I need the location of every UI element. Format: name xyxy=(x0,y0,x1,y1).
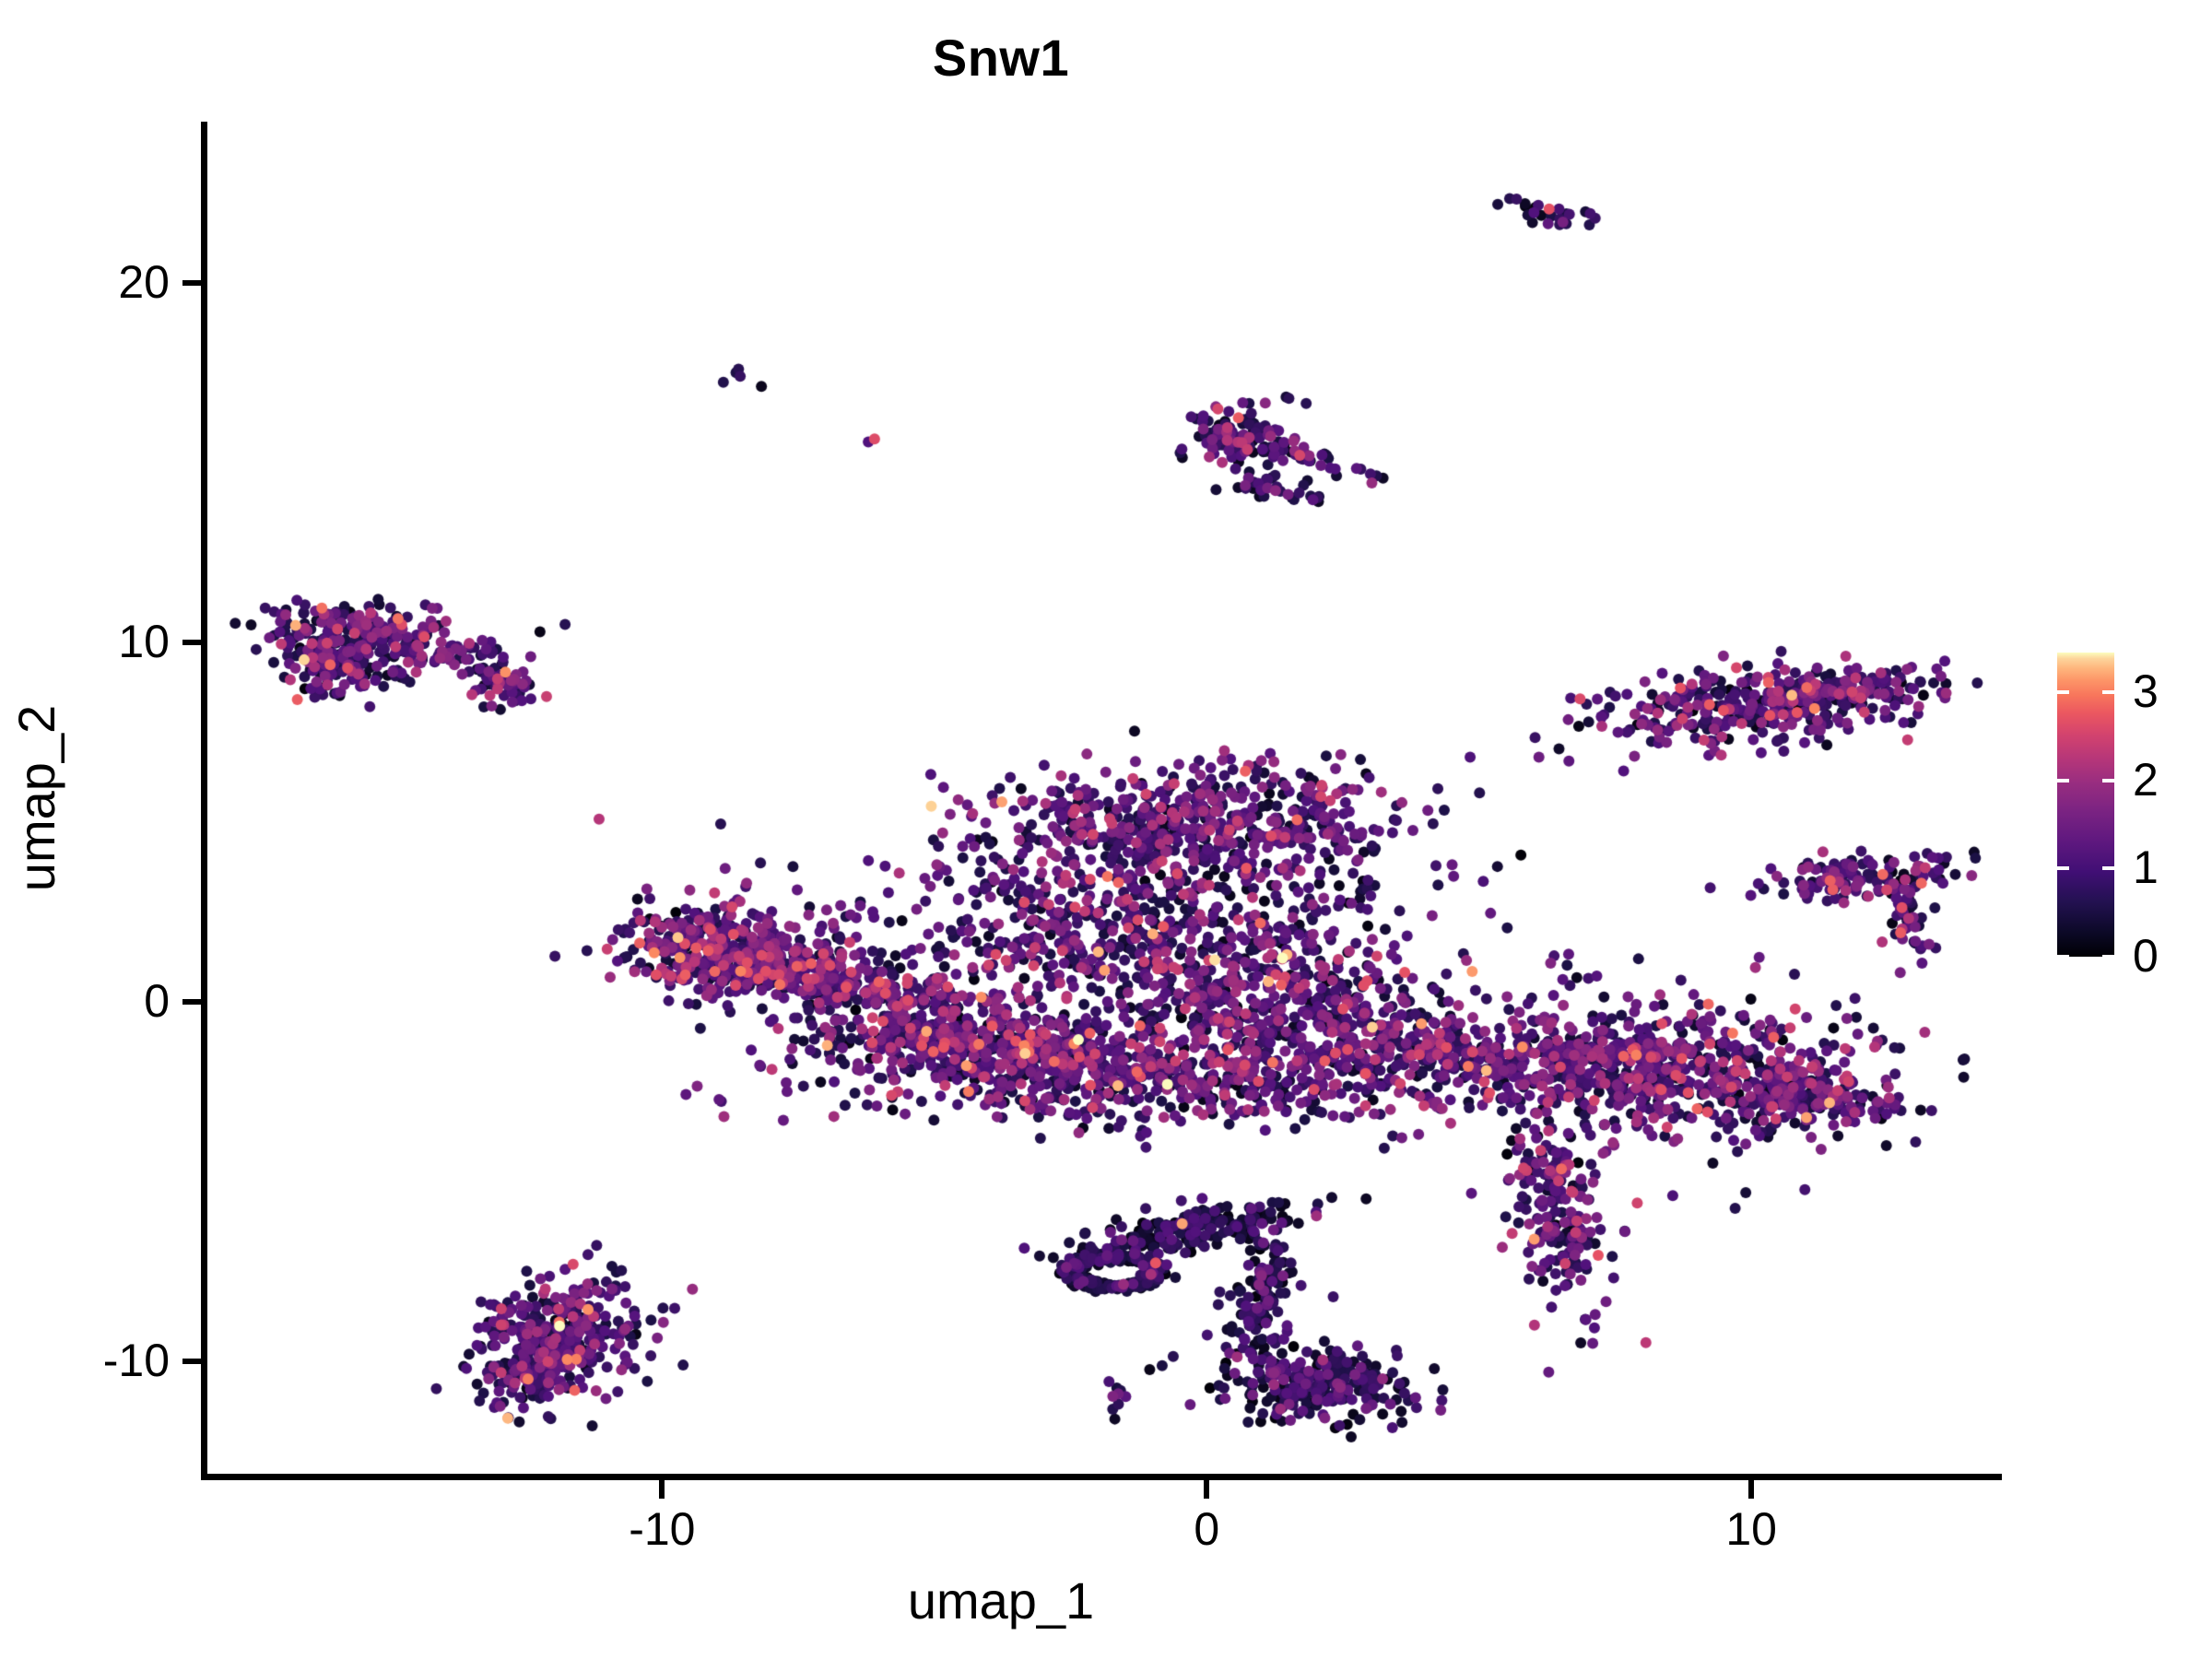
page-title: Snw1 xyxy=(932,29,1070,87)
x-tick-mark xyxy=(1204,1480,1210,1499)
y-axis-title: umap_2 xyxy=(7,704,65,892)
x-axis-title: umap_1 xyxy=(907,1571,1095,1630)
y-tick-label: 20 xyxy=(118,256,170,309)
colorbar-tick-label: 3 xyxy=(2133,665,2159,718)
y-tick-mark xyxy=(182,1359,201,1365)
y-tick-label: -10 xyxy=(102,1335,170,1387)
y-tick-mark xyxy=(182,280,201,287)
x-tick-label: 10 xyxy=(1725,1503,1777,1555)
x-tick-label: -10 xyxy=(629,1503,696,1555)
colorbar-tick-label: 1 xyxy=(2133,841,2159,894)
x-tick-mark xyxy=(1748,1480,1755,1499)
umap-scatter-canvas xyxy=(205,122,2002,1477)
y-tick-mark xyxy=(182,640,201,646)
colorbar-legend: 3 2 1 0 xyxy=(2057,653,2205,979)
y-tick-mark xyxy=(182,999,201,1006)
colorbar-tick-label: 0 xyxy=(2133,930,2159,982)
colorbar-tick-label: 2 xyxy=(2133,753,2159,806)
x-axis-line xyxy=(201,1474,2002,1480)
y-tick-label: 0 xyxy=(144,975,170,1028)
y-axis-line xyxy=(201,122,207,1480)
colorbar-gradient xyxy=(2057,653,2114,957)
x-tick-label: 0 xyxy=(1194,1503,1220,1555)
scatter-panel xyxy=(205,122,2002,1477)
x-tick-mark xyxy=(659,1480,665,1499)
y-tick-label: 10 xyxy=(118,616,170,668)
